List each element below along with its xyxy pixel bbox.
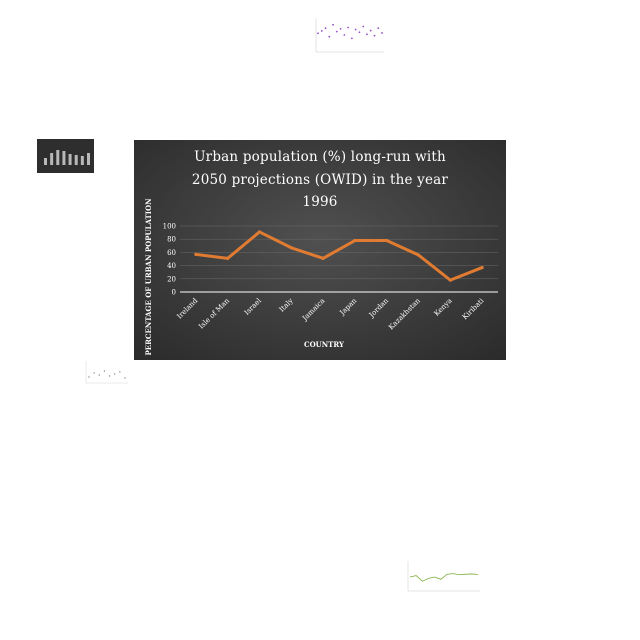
thumbnail-point [119,371,121,373]
thumbnail-bar [56,150,60,165]
series-point [226,256,230,260]
thumbnail-point [332,23,334,26]
chart-title-line-3: 1996 [302,194,337,210]
chart-background [134,140,506,360]
y-axis-label: PERCENTAGE OF URBAN POPULATION [144,198,153,356]
thumbnail-bar [50,153,54,165]
main-line-chart: Urban population (%) long-run with 2050 … [134,140,506,360]
series-point [480,265,484,270]
y-axis-ticks: 0 20 40 60 80 100 [163,223,176,297]
chart-title-line-1: Urban population (%) long-run with [194,149,446,165]
thumbnail-point [103,370,106,372]
thumbnail-point [354,28,357,31]
series-point [353,238,357,243]
series-point [289,246,293,250]
thumbnail-point [108,375,111,377]
thumbnail-point [317,32,319,35]
thumbnail-point [347,26,350,29]
thumbnail-bar [44,158,47,165]
thumbnail-point [320,30,323,32]
thumbnail-point [381,32,383,34]
y-tick-label: 80 [167,236,176,244]
chart-title-line-2: 2050 projections (OWID) in the year [192,172,448,188]
thumbnail-faint-chart [80,357,132,389]
y-tick-label: 60 [167,249,176,257]
series-point [321,256,325,260]
thumbnail-point [373,34,376,37]
thumbnail-bar [80,156,84,165]
thumbnail-point [362,25,365,28]
series-point [448,278,452,282]
thumbnail-point [114,373,116,375]
thumbnail-bar [87,153,90,165]
thumbnail-bar [62,151,66,165]
series-points [194,230,484,282]
y-tick-label: 40 [167,262,176,270]
thumbnail-bar [74,155,78,165]
thumbnail-background [400,553,484,601]
thumbnail-bar [68,154,72,165]
thumbnail-line [409,573,479,582]
thumbnail-point [358,31,361,34]
thumbnail-point [339,27,342,30]
thumbnail-line-chart [400,553,484,601]
thumbnail-point [366,33,368,36]
y-tick-label: 0 [172,289,176,297]
series-point [416,253,421,257]
y-tick-label: 20 [167,275,176,283]
x-axis-label: COUNTRY [304,340,345,349]
thumbnail-background [37,139,94,173]
thumbnail-point [369,29,372,32]
thumbnail-point [343,34,346,36]
series-point [257,230,262,234]
thumbnail-background [308,12,388,60]
thumbnail-point [98,374,100,376]
thumbnail-point [88,376,90,378]
series-line [194,230,484,282]
thumbnail-point [124,377,126,379]
y-tick-label: 100 [163,223,176,231]
series-point [194,252,198,256]
thumbnail-point [350,37,353,40]
thumbnail-point [328,35,331,38]
thumbnail-bar-chart [37,139,94,173]
thumbnail-point [377,27,380,30]
thumbnail-scatter-chart [308,12,388,60]
thumbnail-point [324,27,327,30]
thumbnail-point [93,372,95,374]
thumbnail-background [80,357,132,389]
series-point [385,238,389,243]
thumbnail-point [335,30,338,33]
grid-lines [180,225,498,280]
